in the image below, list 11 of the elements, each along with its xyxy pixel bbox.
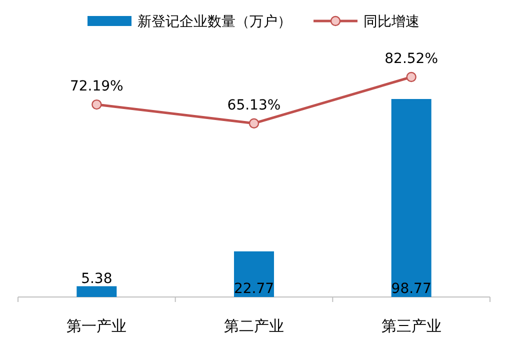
- data-label: 65.13%: [227, 97, 281, 114]
- data-label: 82.52%: [384, 51, 438, 67]
- x-tick-label: 第二产业: [224, 317, 284, 335]
- data-label: 5.38: [81, 271, 112, 288]
- data-label: 22.77: [234, 281, 274, 297]
- data-label: 72.19%: [70, 78, 124, 95]
- x-tick-label: 第三产业: [381, 317, 442, 335]
- legend-label: 新登记企业数量（万户）: [138, 14, 292, 30]
- data-label: 98.77: [391, 281, 432, 297]
- legend-label: 同比增速: [364, 14, 420, 30]
- x-tick-label: 第一产业: [66, 317, 127, 335]
